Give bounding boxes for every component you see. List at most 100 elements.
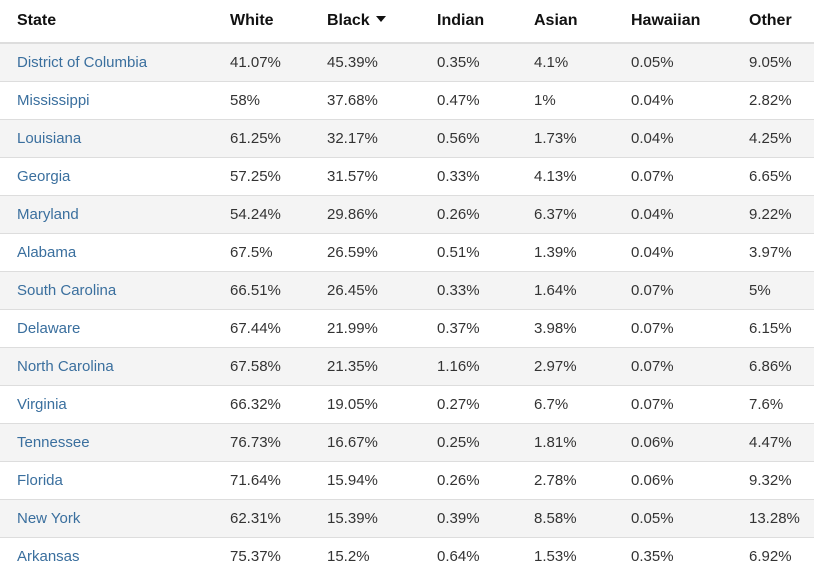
state-cell: New York xyxy=(0,499,230,538)
cell-white: 75.37% xyxy=(230,537,327,575)
state-link[interactable]: Virginia xyxy=(17,396,67,413)
cell-indian: 0.26% xyxy=(437,195,534,234)
column-header-label: White xyxy=(230,11,274,29)
cell-hawaiian: 0.05% xyxy=(631,42,749,82)
cell-black: 26.45% xyxy=(327,271,437,310)
cell-asian: 1.81% xyxy=(534,423,631,462)
state-cell: Georgia xyxy=(0,157,230,196)
cell-indian: 0.39% xyxy=(437,499,534,538)
state-link[interactable]: South Carolina xyxy=(17,282,117,299)
state-link[interactable]: New York xyxy=(17,510,81,527)
state-link[interactable]: District of Columbia xyxy=(17,54,148,71)
cell-hawaiian: 0.07% xyxy=(631,271,749,310)
cell-hawaiian: 0.06% xyxy=(631,423,749,462)
cell-hawaiian: 0.07% xyxy=(631,385,749,424)
state-link[interactable]: Georgia xyxy=(17,168,71,185)
cell-asian: 2.78% xyxy=(534,461,631,500)
cell-white: 66.51% xyxy=(230,271,327,310)
cell-hawaiian: 0.04% xyxy=(631,195,749,234)
state-cell: Florida xyxy=(0,461,230,500)
cell-white: 61.25% xyxy=(230,119,327,158)
cell-black: 32.17% xyxy=(327,119,437,158)
cell-indian: 0.26% xyxy=(437,461,534,500)
cell-hawaiian: 0.04% xyxy=(631,81,749,120)
cell-black: 15.2% xyxy=(327,537,437,575)
state-link[interactable]: Mississippi xyxy=(17,92,90,109)
cell-indian: 0.56% xyxy=(437,119,534,158)
state-link[interactable]: Alabama xyxy=(17,244,77,261)
state-link[interactable]: Arkansas xyxy=(17,548,80,565)
state-link[interactable]: Tennessee xyxy=(17,434,90,451)
state-cell: Louisiana xyxy=(0,119,230,158)
cell-asian: 1.64% xyxy=(534,271,631,310)
state-link[interactable]: Florida xyxy=(17,472,63,489)
cell-asian: 8.58% xyxy=(534,499,631,538)
cell-indian: 0.33% xyxy=(437,271,534,310)
cell-other: 4.47% xyxy=(749,423,814,462)
cell-hawaiian: 0.35% xyxy=(631,537,749,575)
state-link[interactable]: Louisiana xyxy=(17,130,82,147)
cell-hawaiian: 0.06% xyxy=(631,461,749,500)
cell-other: 2.82% xyxy=(749,81,814,120)
column-header-asian[interactable]: Asian xyxy=(534,0,631,44)
state-link[interactable]: North Carolina xyxy=(17,358,114,375)
cell-black: 26.59% xyxy=(327,233,437,272)
state-cell: Mississippi xyxy=(0,81,230,120)
state-cell: Delaware xyxy=(0,309,230,348)
cell-asian: 6.7% xyxy=(534,385,631,424)
table-body: District of Columbia 41.07% 45.39% 0.35% 4.1… xyxy=(0,42,814,575)
cell-indian: 1.16% xyxy=(437,347,534,386)
column-header-indian[interactable]: Indian xyxy=(437,0,534,44)
cell-hawaiian: 0.07% xyxy=(631,157,749,196)
column-header-black[interactable]: Black xyxy=(327,0,437,44)
state-link[interactable]: Maryland xyxy=(17,206,79,223)
cell-asian: 6.37% xyxy=(534,195,631,234)
cell-hawaiian: 0.07% xyxy=(631,347,749,386)
cell-indian: 0.25% xyxy=(437,423,534,462)
cell-white: 71.64% xyxy=(230,461,327,500)
column-header-label: Other xyxy=(749,11,792,29)
cell-black: 37.68% xyxy=(327,81,437,120)
column-header-hawaiian[interactable]: Hawaiian xyxy=(631,0,749,44)
cell-black: 15.39% xyxy=(327,499,437,538)
cell-indian: 0.27% xyxy=(437,385,534,424)
cell-black: 15.94% xyxy=(327,461,437,500)
table-row: District of Columbia 41.07% 45.39% 0.35% 4.1… xyxy=(0,42,814,82)
cell-black: 19.05% xyxy=(327,385,437,424)
state-cell: Arkansas xyxy=(0,537,230,575)
cell-white: 54.24% xyxy=(230,195,327,234)
cell-white: 58% xyxy=(230,81,327,120)
cell-indian: 0.35% xyxy=(437,42,534,82)
cell-black: 16.67% xyxy=(327,423,437,462)
cell-asian: 3.98% xyxy=(534,309,631,348)
state-cell: Alabama xyxy=(0,233,230,272)
column-header-state[interactable]: State xyxy=(0,0,230,44)
column-header-white[interactable]: White xyxy=(230,0,327,44)
table-row: Delaware 67.44% 21.99% 0.37% 3.98% 0.07% 6.15% xyxy=(0,309,814,348)
cell-other: 9.22% xyxy=(749,195,814,234)
column-header-label: State xyxy=(17,11,57,29)
table-row: Virginia 66.32% 19.05% 0.27% 6.7% 0.07% 7.6% xyxy=(0,385,814,424)
cell-white: 67.44% xyxy=(230,309,327,348)
cell-black: 31.57% xyxy=(327,157,437,196)
cell-indian: 0.37% xyxy=(437,309,534,348)
state-link[interactable]: Delaware xyxy=(17,320,81,337)
cell-white: 67.58% xyxy=(230,347,327,386)
cell-other: 7.6% xyxy=(749,385,814,424)
cell-hawaiian: 0.07% xyxy=(631,309,749,348)
cell-asian: 4.1% xyxy=(534,42,631,82)
cell-white: 76.73% xyxy=(230,423,327,462)
state-cell: South Carolina xyxy=(0,271,230,310)
table-row: Georgia 57.25% 31.57% 0.33% 4.13% 0.07% 6.65% xyxy=(0,157,814,196)
cell-black: 21.35% xyxy=(327,347,437,386)
column-header-label: Hawaiian xyxy=(631,11,701,29)
table-header-row: State White Black Indian Asian Hawaiian Other xyxy=(0,0,814,44)
table-row: Arkansas 75.37% 15.2% 0.64% 1.53% 0.35% 6.92% xyxy=(0,537,814,575)
column-header-other[interactable]: Other xyxy=(749,0,814,44)
state-cell: Maryland xyxy=(0,195,230,234)
cell-other: 9.32% xyxy=(749,461,814,500)
table-row: North Carolina 67.58% 21.35% 1.16% 2.97% 0.07… xyxy=(0,347,814,386)
cell-white: 62.31% xyxy=(230,499,327,538)
cell-hawaiian: 0.05% xyxy=(631,499,749,538)
